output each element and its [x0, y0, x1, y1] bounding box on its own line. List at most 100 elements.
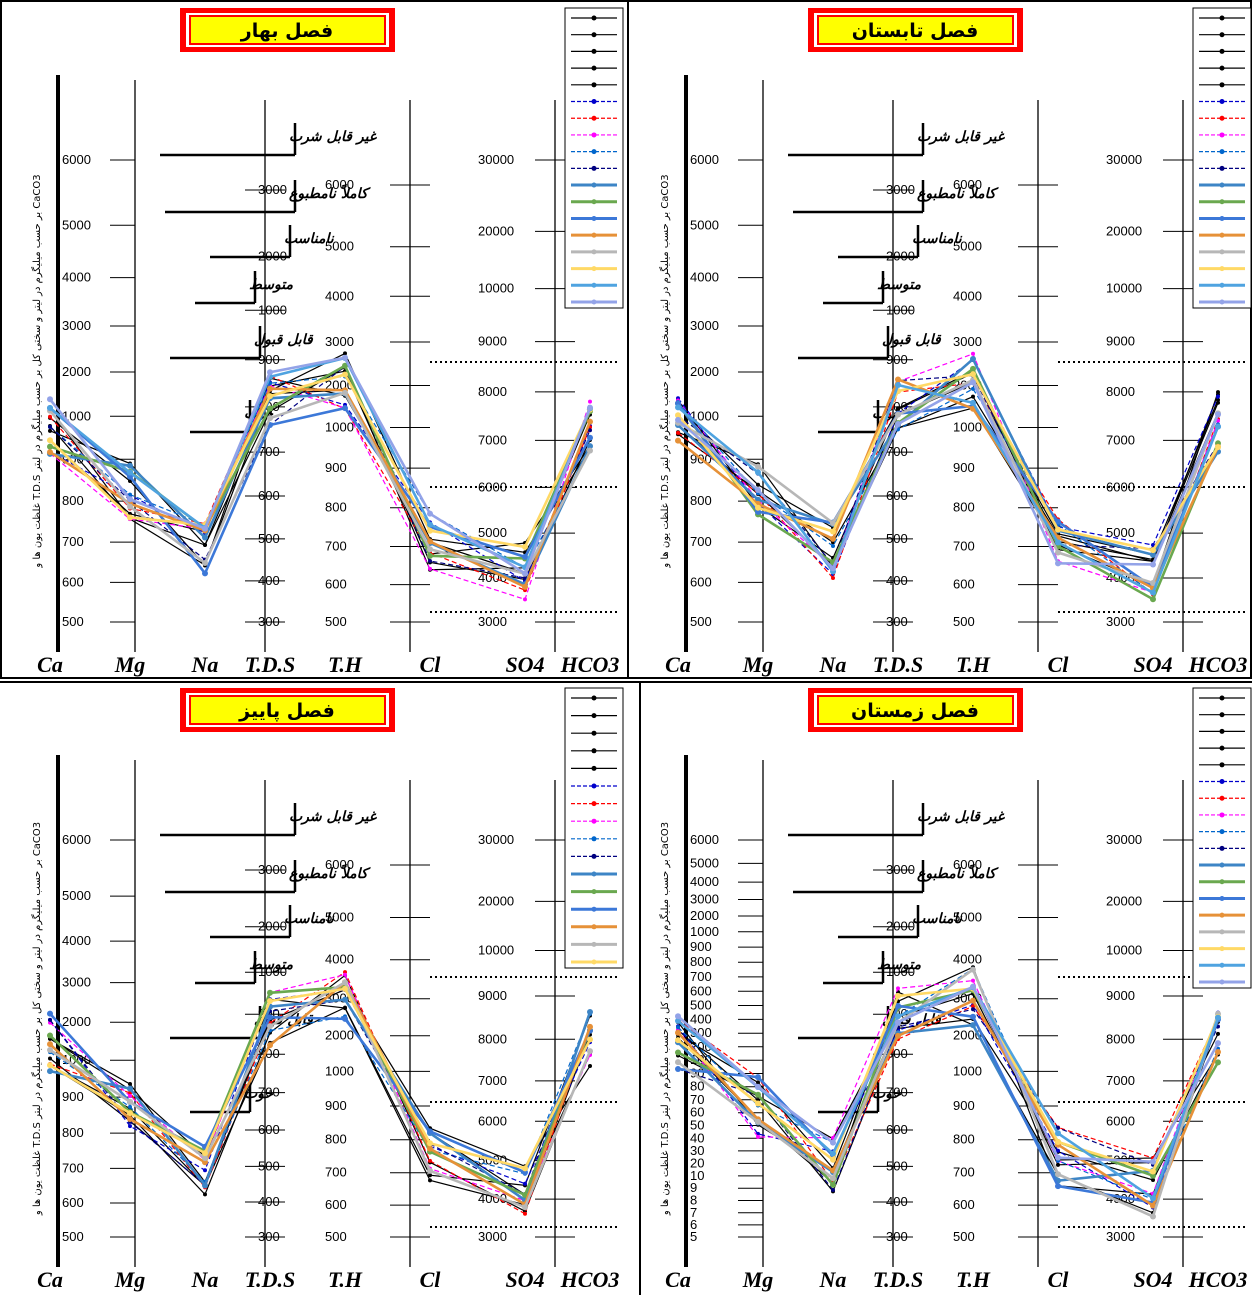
data-point [522, 1204, 528, 1211]
chart-panel-4: 6000500040003000200010009008007006005004… [659, 687, 1252, 1292]
legend-marker [591, 32, 597, 38]
chart-title: فصل پاییز [238, 700, 335, 722]
quality-class-text: متوسط [877, 957, 921, 973]
quality-class-text: نامناسب [284, 231, 335, 247]
data-point [47, 449, 53, 456]
axis-tick-label: 400 [886, 1194, 908, 1209]
axis-tick-label: 5 [690, 1229, 697, 1244]
axis-tick-label: 500 [62, 614, 84, 629]
category-label: Ca [665, 652, 691, 677]
data-point [202, 1155, 208, 1162]
axis-tick-label: 3000 [478, 1229, 507, 1244]
data-point [895, 1002, 901, 1009]
category-label: Mg [742, 652, 774, 677]
category-label: Ca [37, 1267, 63, 1292]
axis-tick-label: 7000 [1106, 432, 1135, 447]
data-point [128, 1104, 132, 1109]
axis-tick-label: 6000 [690, 152, 719, 167]
data-point [1150, 589, 1156, 596]
data-point [831, 576, 835, 581]
axis-tick-label: 5000 [325, 910, 354, 925]
series-line [49, 406, 592, 576]
axis-tick-label: 900 [325, 460, 347, 475]
quality-class-text: خوب [872, 1086, 902, 1102]
axis-tick-label: 500 [325, 1229, 347, 1244]
legend-marker [1219, 695, 1225, 701]
axis-tick-label: 900 [62, 1089, 84, 1104]
quality-class-text: کاملاً نامطبوع [917, 184, 999, 202]
legend-marker [591, 853, 597, 859]
chart-panel-2: 6000 5000 4000 3000 2000 1000 900 800 700 600 500 3… [659, 7, 1252, 677]
data-point [127, 1116, 133, 1123]
data-point [47, 1041, 53, 1048]
data-point [203, 1192, 207, 1197]
data-point [830, 535, 836, 542]
data-point [675, 416, 681, 423]
y-axis-label: غلظت یون ها و T.D.S بر حسب میلیگرم در لی… [31, 174, 43, 568]
data-point [342, 389, 348, 396]
data-point [1150, 547, 1156, 554]
data-point [47, 1010, 53, 1017]
series-line [677, 372, 1220, 552]
quality-class-text: نامناسب [912, 231, 963, 247]
legend-marker [1219, 962, 1225, 968]
axis-tick-label: 5000 [62, 888, 91, 903]
axis-tick-label: 4000 [953, 952, 982, 967]
category-label: SO4 [505, 652, 544, 677]
axis-tick-label: 3000 [62, 975, 91, 990]
data-point [47, 1046, 53, 1053]
legend-marker [591, 48, 597, 54]
legend-marker [591, 115, 597, 121]
legend [564, 7, 624, 309]
quality-class-text: متوسط [249, 277, 293, 293]
data-point [202, 525, 208, 532]
data-point [970, 997, 976, 1004]
data-point [755, 1118, 761, 1125]
category-label: T.H [956, 652, 991, 677]
axis-tick-label: 800 [325, 500, 347, 515]
data-point [1055, 539, 1061, 546]
axis-tick-label: 1000 [325, 419, 354, 434]
axis-tick-label: 4000 [62, 933, 91, 948]
quality-class-label: نامناسب [210, 905, 335, 939]
category-label: SO4 [1133, 652, 1172, 677]
series-line [677, 1004, 1220, 1205]
data-point [1216, 1031, 1220, 1036]
data-point [896, 407, 900, 412]
data-point [675, 1013, 681, 1020]
data-point [587, 404, 593, 411]
category-label: Mg [742, 1267, 774, 1292]
axis-tick-label: 1000 [953, 419, 982, 434]
legend-marker [591, 165, 597, 171]
data-point [267, 989, 273, 996]
axis-tick-label: 5000 [690, 855, 719, 870]
data-point [343, 351, 347, 356]
data-point [1055, 1183, 1061, 1190]
axis-tick-label: 2000 [690, 908, 719, 923]
data-point [588, 428, 592, 433]
data-point [427, 538, 433, 545]
series-line [49, 980, 592, 1207]
category-label: Mg [114, 1267, 146, 1292]
legend-marker [591, 266, 597, 272]
data-point [830, 520, 836, 527]
data-point [203, 542, 207, 547]
data-point [755, 1100, 761, 1107]
data-point [427, 552, 433, 559]
data-point [1150, 579, 1156, 586]
data-point [267, 1023, 273, 1030]
legend-marker [591, 132, 597, 138]
data-point [427, 1167, 433, 1174]
legend-marker [1219, 199, 1225, 205]
data-point [1150, 1195, 1156, 1202]
legend-marker [1219, 728, 1225, 734]
quality-class-label: نامناسب [210, 225, 335, 259]
quality-class-text: غیر قابل شرب [917, 809, 1006, 825]
quality-class-text: غیر قابل شرب [289, 809, 378, 825]
axis-tick-label: 2000 [62, 1014, 91, 1029]
data-point [127, 469, 133, 476]
data-point [587, 447, 593, 454]
legend-marker [1219, 165, 1225, 171]
data-point [1150, 1158, 1156, 1165]
axis-tick-label: 9 [690, 1180, 697, 1195]
